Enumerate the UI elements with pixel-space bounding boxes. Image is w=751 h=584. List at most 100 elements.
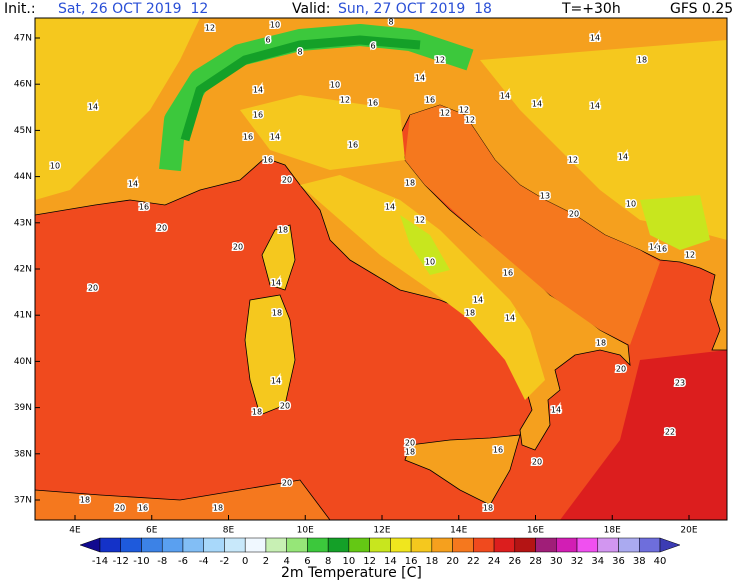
lat-label: 45N (14, 126, 32, 136)
contour-label: 10 (270, 21, 280, 30)
contour-label: 14 (505, 314, 515, 323)
contour-label: 14 (618, 153, 628, 162)
colorbar-tick-label: 34 (591, 556, 604, 567)
colorbar-cell (639, 537, 661, 553)
colorbar-cell (390, 537, 412, 553)
contour-label: 16 (348, 141, 358, 150)
colorbar-tick-label: 16 (405, 556, 418, 567)
init-time: Sat, 26 OCT 2019 12 (58, 1, 208, 17)
colorbar-cell (535, 537, 557, 553)
contour-label: 18 (465, 309, 475, 318)
colorbar-cell (99, 537, 121, 553)
colorbar-cell (286, 537, 308, 553)
contour-label: 14 (532, 100, 542, 109)
sardinia (244, 294, 296, 416)
contour-label: 20 (282, 479, 292, 488)
lat-label: 37N (14, 496, 32, 506)
colorbar-cell (431, 537, 453, 553)
lon-label: 10E (297, 526, 314, 536)
contour-label: 14 (415, 74, 425, 83)
contour-label: 18 (596, 339, 606, 348)
contour-label: 10 (626, 200, 636, 209)
contour-label: 14 (473, 296, 483, 305)
lat-label: 44N (14, 172, 32, 182)
contour-label: 12 (465, 116, 475, 125)
corsica (261, 224, 296, 291)
contour-label: 14 (271, 279, 281, 288)
colorbar-cell (493, 537, 516, 553)
init-label: Init.: (4, 1, 36, 17)
contour-label: 16 (138, 504, 148, 513)
contour-label: 8 (388, 18, 393, 27)
colorbar-cell (369, 537, 391, 553)
colorbar-tick-label: -2 (219, 556, 229, 567)
contour-label: 12 (205, 24, 215, 33)
colorbar-tick-label: 18 (425, 556, 438, 567)
contour-label: 8 (297, 48, 302, 57)
contour-label: 20 (115, 504, 125, 513)
contour-label: 16 (503, 269, 513, 278)
contour-label: 16 (253, 111, 263, 120)
contour-label: 10 (330, 81, 340, 90)
contour-label: 20 (157, 224, 167, 233)
contour-label: 20 (569, 210, 579, 219)
contour-label: 16 (243, 133, 253, 142)
lat-label: 41N (14, 311, 32, 321)
colorbar-cell (120, 537, 142, 553)
contour-label: 18 (252, 408, 262, 417)
colorbar-tick-label: 26 (508, 556, 521, 567)
contour-label: 20 (616, 365, 626, 374)
lon-label: 4E (69, 526, 81, 536)
contour-label: 14 (270, 133, 280, 142)
contour-label: 12 (459, 106, 469, 115)
contour-label: 12 (435, 56, 445, 65)
colorbar-tick-label: 4 (283, 556, 289, 567)
contour-label: 12 (568, 156, 578, 165)
north-africa (35, 479, 331, 520)
valid-time: Sun, 27 OCT 2019 18 (338, 1, 492, 17)
lat-label: 43N (14, 218, 32, 228)
colorbar-tick-label: 38 (633, 556, 646, 567)
contour-label: 16 (368, 99, 378, 108)
colorbar-tick-label: 6 (304, 556, 310, 567)
colorbar-tick-label: -6 (178, 556, 188, 567)
colorbar-cell (244, 537, 267, 553)
colorbar-tick-label: 20 (446, 556, 459, 567)
model-name: GFS 0.25 (670, 1, 733, 17)
colorbar-cell (410, 537, 433, 553)
lon-label: 6E (146, 526, 158, 536)
valid-label: Valid: (292, 1, 330, 17)
colorbar-cell (348, 537, 370, 553)
colorbar-cell (597, 537, 619, 553)
contour-label: 14 (649, 243, 659, 252)
lon-label: 18E (604, 526, 621, 536)
colorbar-cell (556, 537, 578, 553)
colorbar-tick-label: 22 (467, 556, 480, 567)
contour-label: 18 (405, 448, 415, 457)
contour-label: 22 (665, 428, 675, 437)
contour-label: 20 (282, 176, 292, 185)
lon-label: 20E (680, 526, 697, 536)
lat-label: 47N (14, 34, 32, 44)
colorbar-title: 2m Temperature [C] (281, 565, 422, 580)
adriatic (405, 105, 660, 345)
lead-time: T=+30h (561, 1, 621, 17)
contour-label: 6 (265, 36, 270, 45)
apennine-cool (400, 215, 450, 275)
contour-label: 13 (540, 192, 550, 201)
contour-label: 20 (88, 284, 98, 293)
lon-label: 12E (373, 526, 390, 536)
colorbar-cell (182, 537, 204, 553)
contour-label: 14 (500, 92, 510, 101)
contour-label: 16 (425, 96, 435, 105)
colorbar-cell (224, 537, 246, 553)
colorbar-cell (327, 537, 350, 553)
axes: 47N 46N 45N 44N 43N 42N 41N 40N 39N 38N 37N 4E 6E 8E 1… (14, 34, 698, 536)
colorbar-tick-label: 14 (384, 556, 397, 567)
contour-label: 12 (685, 251, 695, 260)
colorbar-tick-label: 24 (488, 556, 501, 567)
contour-label: 10 (425, 258, 435, 267)
colorbar-cell (514, 537, 536, 553)
contour-label: 16 (263, 156, 273, 165)
